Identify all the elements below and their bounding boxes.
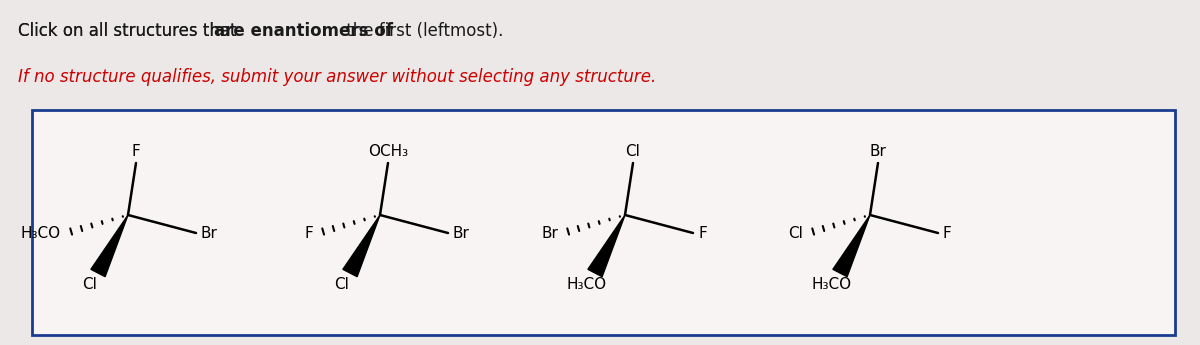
Polygon shape: [343, 215, 380, 277]
Text: F: F: [943, 226, 952, 240]
Text: Click on all structures that: Click on all structures that: [18, 22, 241, 40]
Text: OCH₃: OCH₃: [368, 144, 408, 159]
Text: Br: Br: [541, 226, 558, 240]
Text: the first (leftmost).: the first (leftmost).: [341, 22, 504, 40]
Text: H₃CO: H₃CO: [566, 277, 607, 292]
Text: F: F: [132, 144, 140, 159]
Text: H₃CO: H₃CO: [20, 226, 61, 240]
Bar: [32, 110, 1175, 335]
Text: Click on all structures that: Click on all structures that: [18, 22, 241, 40]
Text: H₃CO: H₃CO: [812, 277, 852, 292]
Polygon shape: [833, 215, 870, 277]
Text: Br: Br: [454, 226, 470, 240]
Text: F: F: [305, 226, 313, 240]
Text: Br: Br: [202, 226, 218, 240]
Polygon shape: [91, 215, 128, 277]
Text: are enantiomers of: are enantiomers of: [214, 22, 392, 40]
Text: Cl: Cl: [625, 144, 641, 159]
Polygon shape: [588, 215, 625, 277]
Text: Cl: Cl: [788, 226, 803, 240]
Text: F: F: [698, 226, 707, 240]
Text: Cl: Cl: [83, 277, 97, 292]
Text: Br: Br: [870, 144, 887, 159]
Text: Cl: Cl: [335, 277, 349, 292]
Text: If no structure qualifies, submit your answer without selecting any structure.: If no structure qualifies, submit your a…: [18, 68, 656, 86]
